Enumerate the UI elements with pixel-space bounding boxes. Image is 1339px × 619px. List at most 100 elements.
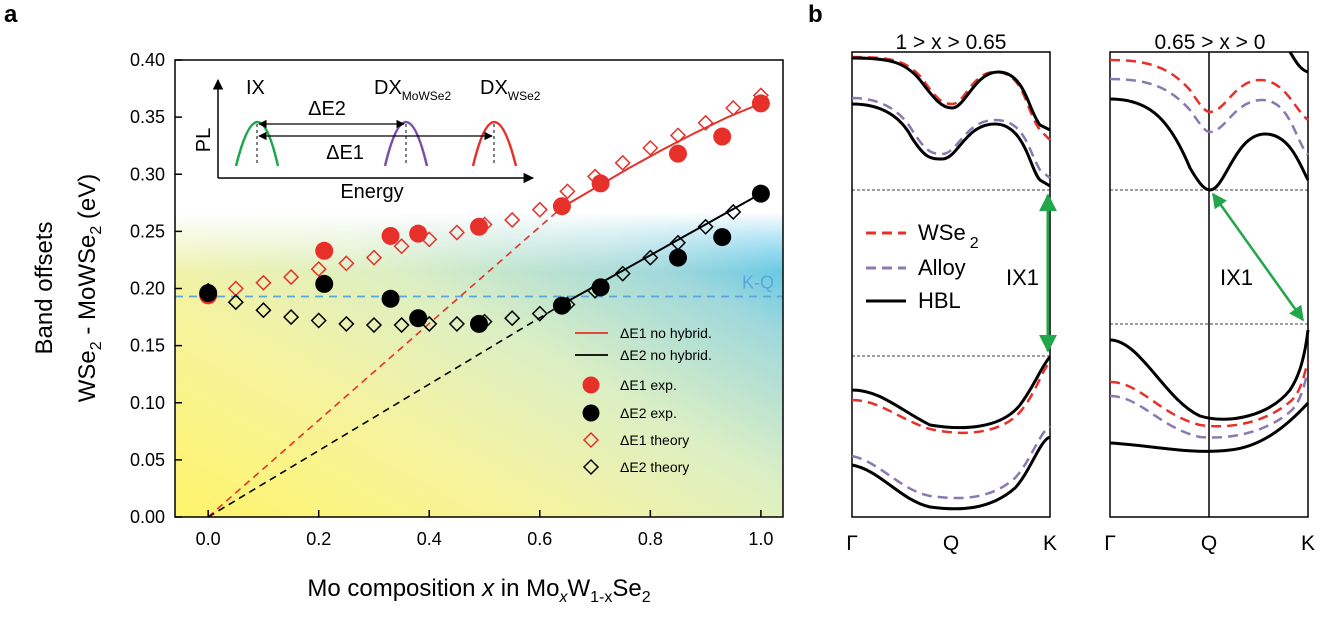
- exp-circle-point: [668, 248, 687, 267]
- x-tick-label: 0.8: [638, 529, 663, 549]
- ix-peak: [234, 120, 280, 167]
- x-tick-label: 0.2: [306, 529, 331, 549]
- legend-de2-theory-swatch: [582, 458, 600, 476]
- theory-diamond-point: [448, 315, 465, 332]
- theory-diamond-point: [642, 249, 659, 266]
- right-hbl-lower2: [1109, 401, 1310, 453]
- theory-diamond-point: [614, 154, 631, 171]
- left-wse2-lower: [851, 361, 1051, 435]
- theory-diamond-point: [227, 294, 244, 311]
- inset-schematic: PL Energy IX ΔE2 ΔE1 DXMoWSe2 DXWSe2: [193, 77, 541, 203]
- y-tick-label: 0.05: [130, 450, 165, 470]
- left-ix1-label: IX1: [1006, 265, 1039, 290]
- kq-label: K-Q: [742, 272, 774, 292]
- legend-de2-theory: ΔE2 theory: [620, 459, 689, 475]
- inset-dx-wse2-label: DXWSe2: [480, 77, 541, 103]
- theory-diamond-point: [365, 316, 383, 334]
- legend-de1-theory-swatch: [582, 431, 600, 449]
- x-axis-title: Mo composition x in MoxW1-xSe2: [307, 575, 650, 606]
- exp-circle-point: [713, 127, 732, 146]
- exp-circle-point: [470, 314, 488, 333]
- y-axis-title-line1: Band offsets: [31, 222, 58, 355]
- theory-diamond-point: [504, 211, 521, 229]
- left-hbl-lower2: [851, 435, 1051, 511]
- theory-diamond-point: [614, 265, 631, 282]
- y-tick-label: 0.30: [130, 164, 165, 184]
- right-alloy-upper: [1109, 77, 1309, 156]
- right-hbl-upper-top: [1288, 51, 1309, 74]
- data-points: [199, 87, 770, 334]
- exp-circle-point: [199, 284, 218, 303]
- exp-circle-point: [751, 184, 770, 203]
- legend: ΔE1 no hybrid. ΔE2 no hybrid. ΔE1 exp. Δ…: [575, 325, 712, 476]
- exp-circle-point: [409, 224, 428, 243]
- theory-diamond-point: [283, 309, 300, 326]
- exp-circle-point: [315, 241, 334, 260]
- theory-diamond-point: [448, 224, 465, 241]
- inset-dx-mowse2-label: DXMoWSe2: [374, 77, 451, 103]
- exp-circle-point: [315, 274, 334, 293]
- x-axis-ticks: 0.0 0.2 0.4 0.6 0.8 1.0: [196, 510, 773, 549]
- legend-de2-exp-swatch: [582, 404, 600, 422]
- legend-de1-exp-swatch: [582, 376, 600, 394]
- right-hbl-lower: [1109, 329, 1310, 421]
- left-hbl-upper2: [851, 102, 1051, 188]
- left-hbl-lower: [851, 355, 1052, 430]
- theory-diamond-point: [393, 316, 410, 334]
- exp-circle-point: [591, 174, 610, 193]
- left-gamma-label: Γ: [846, 532, 858, 555]
- exp-circle-point: [552, 197, 571, 216]
- inset-ix-label: IX: [246, 77, 265, 99]
- exp-circle-point: [713, 228, 732, 247]
- panel-a-label: a: [4, 1, 18, 28]
- x-tick-label: 0.6: [527, 529, 552, 549]
- right-q-label: Q: [1201, 532, 1217, 555]
- theory-diamond-point: [255, 274, 272, 291]
- right-k-label: K: [1301, 532, 1315, 555]
- right-ix1-arrow: [1211, 192, 1305, 322]
- left-alloy-lower: [851, 424, 1051, 500]
- theory-diamond-point: [255, 302, 272, 319]
- exp-circle-point: [381, 226, 400, 245]
- left-wse2-upper: [851, 55, 1051, 141]
- dx-mowse2-peak: [383, 120, 429, 167]
- legend-de1-theory: ΔE1 theory: [620, 432, 689, 448]
- inset-de1-label: ΔE1: [326, 142, 364, 164]
- y-tick-label: 0.25: [130, 221, 165, 241]
- right-ix1-label: IX1: [1220, 265, 1253, 290]
- theory-diamond-point: [559, 183, 576, 200]
- exp-circle-point: [591, 278, 610, 297]
- band-structure-left: 1 > x > 0.65 IX1 WSe 2 Alloy HBL Γ Q K: [846, 31, 1057, 555]
- b-legend-wse2: WSe 2: [918, 220, 979, 252]
- right-gamma-label: Γ: [1104, 532, 1116, 555]
- legend-de2-nohybrid: ΔE2 no hybrid.: [620, 347, 712, 363]
- y-tick-label: 0.00: [130, 507, 165, 527]
- left-hbl-upper: [851, 56, 1051, 132]
- x-tick-label: 0.4: [417, 529, 442, 549]
- b-legend-alloy: Alloy: [918, 255, 966, 280]
- theory-diamond-point: [725, 99, 742, 117]
- y-axis-ticks: 0.00 0.05 0.10 0.15 0.20 0.25 0.30 0.35 0.40: [130, 50, 182, 527]
- legend-de1-nohybrid: ΔE1 no hybrid.: [620, 325, 712, 341]
- left-q-label: Q: [943, 532, 959, 555]
- theory-diamond-point: [338, 255, 355, 272]
- theory-diamond-point: [365, 249, 383, 266]
- dx-wse2-peak: [471, 120, 518, 167]
- theory-diamond-point: [642, 139, 659, 157]
- left-k-label: K: [1043, 532, 1057, 555]
- x-tick-label: 0.0: [196, 529, 221, 549]
- theory-diamond-point: [669, 127, 687, 144]
- x-tick-label: 1.0: [748, 529, 773, 549]
- inset-de2-label: ΔE2: [308, 98, 346, 120]
- inset-energy-label: Energy: [340, 181, 403, 203]
- left-alloy-upper: [851, 96, 1051, 179]
- y-tick-label: 0.40: [130, 50, 165, 70]
- legend-de2-exp: ΔE2 exp.: [620, 405, 677, 421]
- exp-circle-point: [668, 144, 687, 163]
- theory-diamond-point: [725, 203, 742, 221]
- theory-diamond-point: [393, 238, 410, 255]
- exp-circle-point: [552, 296, 571, 315]
- right-wse2-lower: [1109, 361, 1310, 428]
- theory-diamond-point: [310, 312, 327, 329]
